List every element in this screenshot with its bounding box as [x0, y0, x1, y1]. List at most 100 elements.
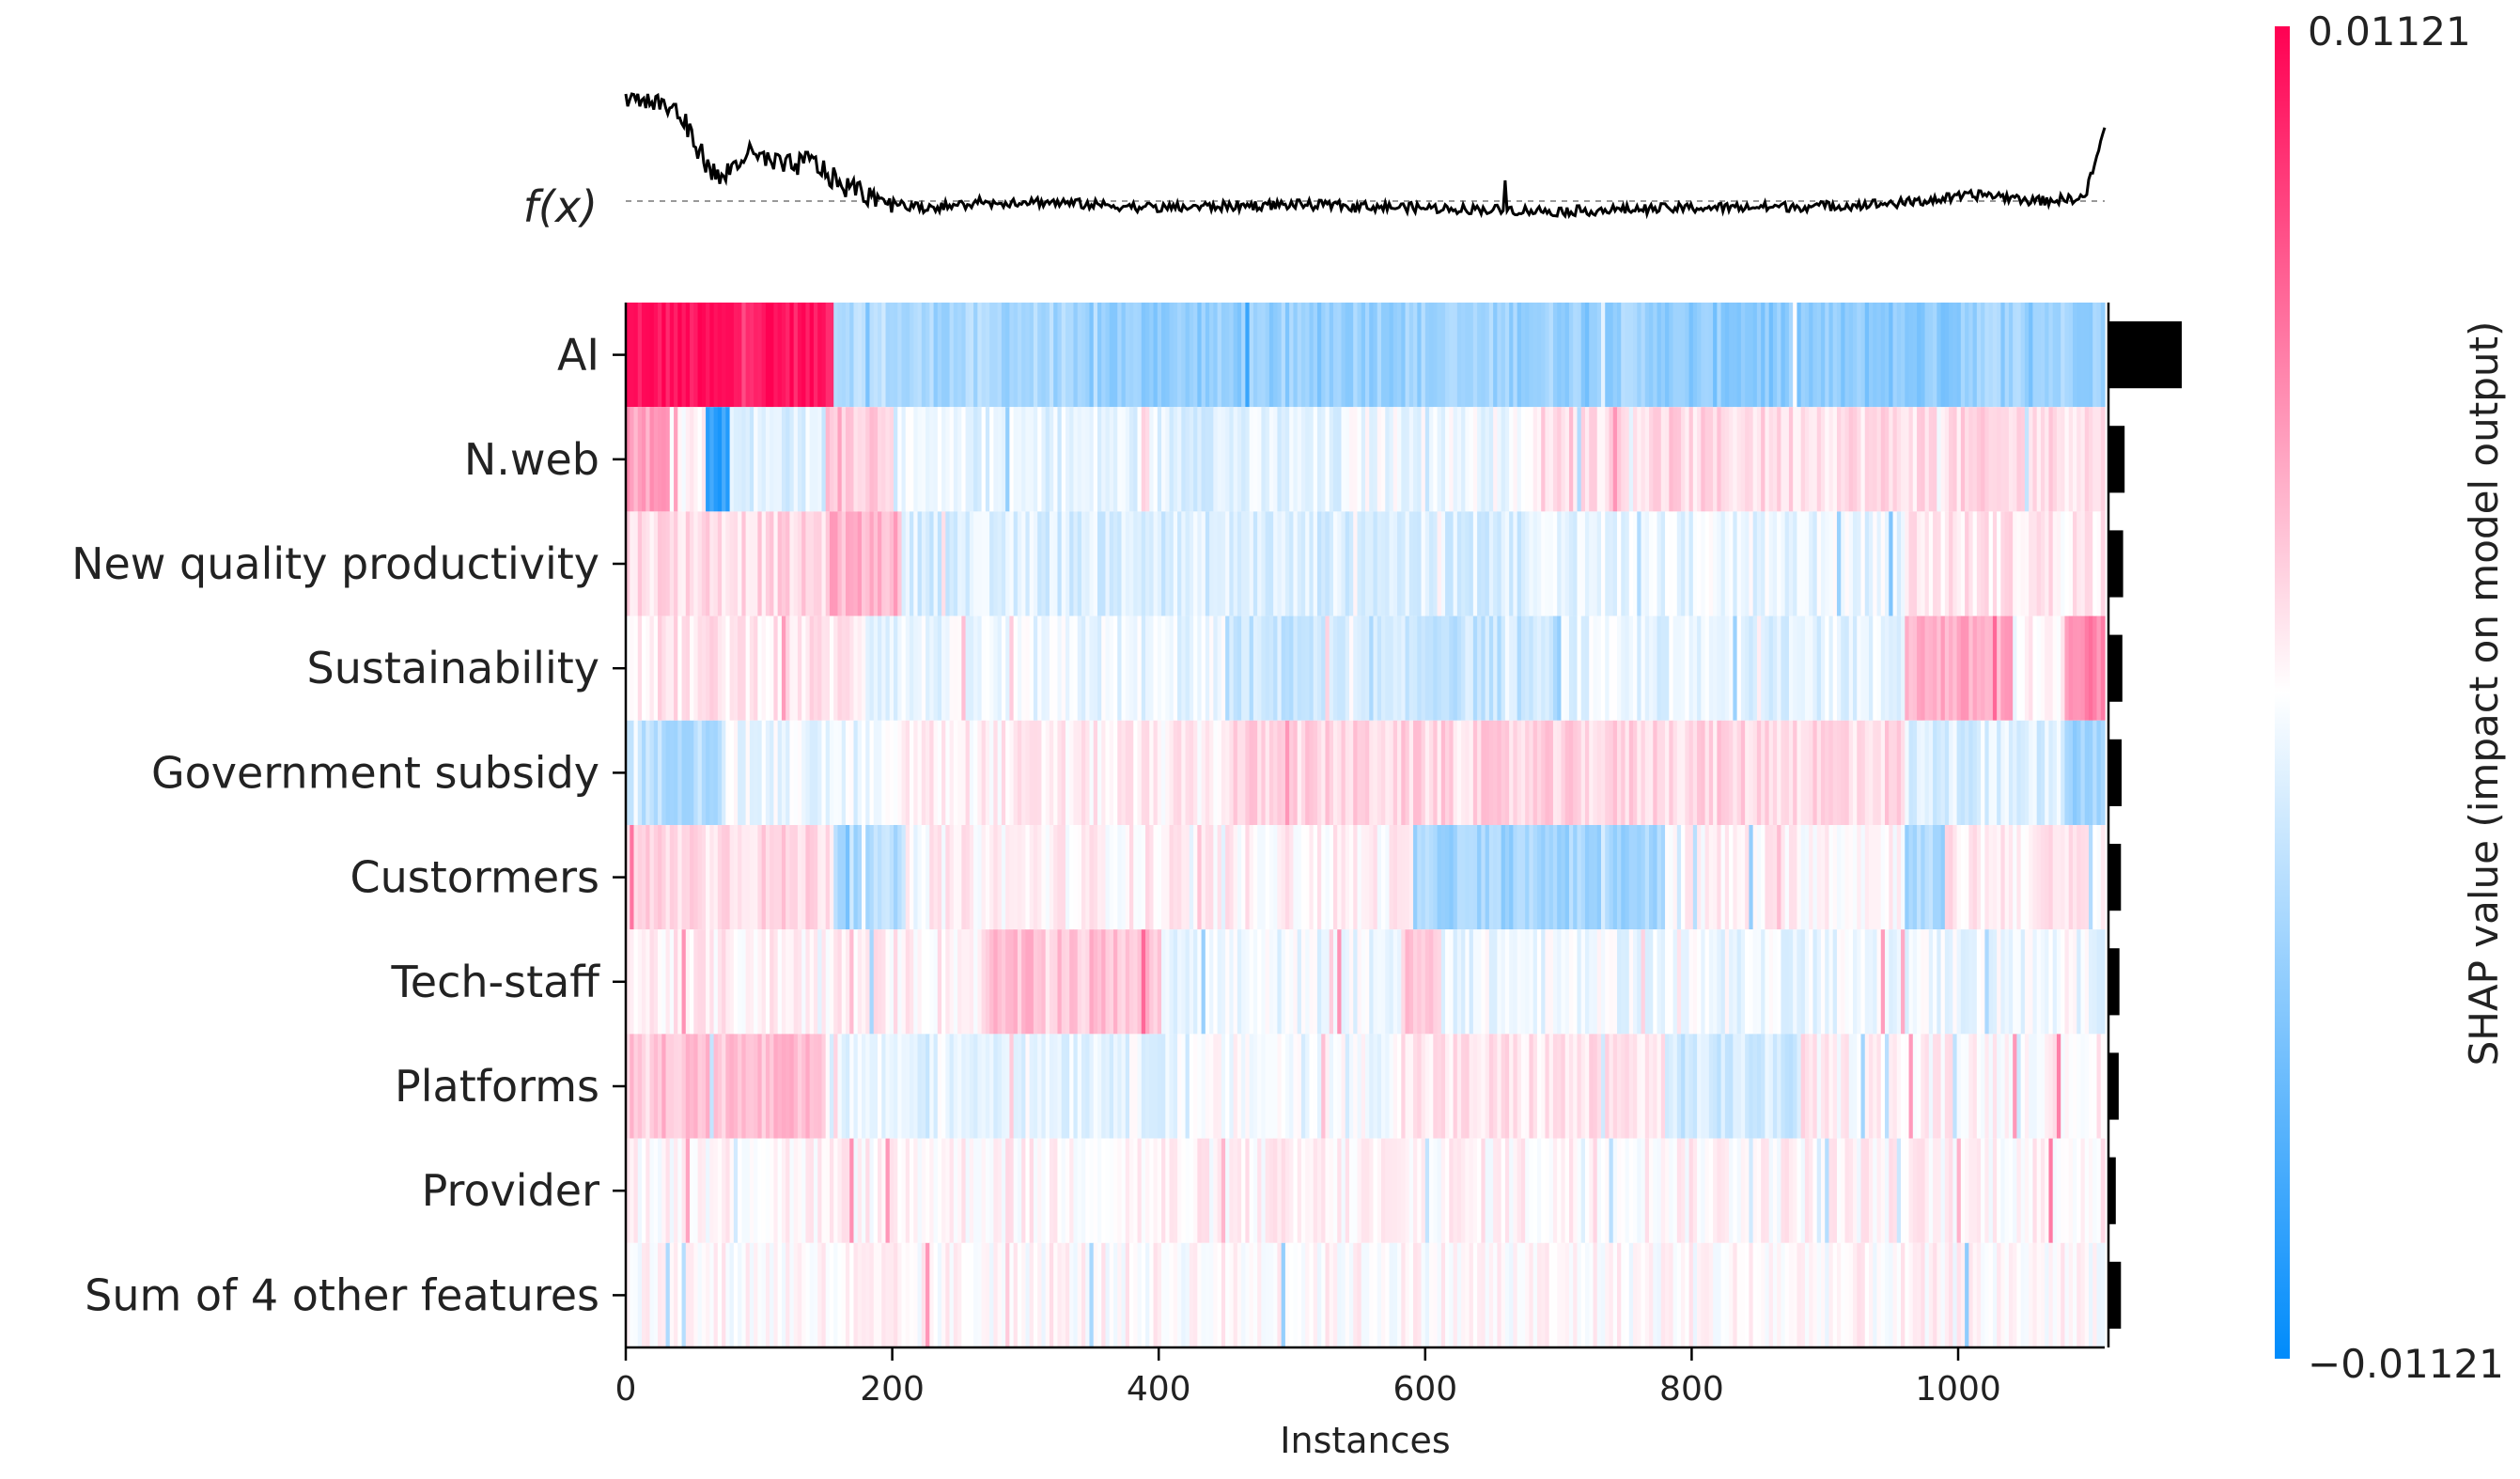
heatmap-cell [1233, 303, 1238, 408]
heatmap-cell [1013, 929, 1019, 1035]
heatmap-cell [1265, 615, 1270, 721]
heatmap-cell [1065, 825, 1070, 930]
heatmap-cell [2064, 1242, 2070, 1347]
heatmap-cell [2056, 720, 2061, 825]
heatmap-cell [1832, 1138, 1838, 1243]
heatmap-cell [1928, 407, 1934, 512]
heatmap-cell [1848, 1242, 1854, 1347]
heatmap-cell [646, 407, 651, 512]
heatmap-cell [881, 825, 887, 930]
heatmap-cell [789, 720, 795, 825]
heatmap-cell [1509, 929, 1514, 1035]
heatmap-cell [1112, 825, 1118, 930]
heatmap-cell [981, 615, 987, 721]
heatmap-cell [1225, 303, 1230, 408]
heatmap-cell [965, 303, 971, 408]
heatmap-cell [913, 1034, 919, 1139]
heatmap-cell [1073, 929, 1079, 1035]
heatmap-cell [1848, 929, 1854, 1035]
heatmap-cell [1337, 1242, 1343, 1347]
heatmap-cell [1905, 615, 1910, 721]
heatmap-cell [733, 407, 739, 512]
heatmap-cell [1341, 825, 1346, 930]
heatmap-cell [1397, 615, 1402, 721]
heatmap-cell [1720, 1138, 1726, 1243]
heatmap-cell [2004, 615, 2010, 721]
heatmap-cell [1145, 407, 1150, 512]
heatmap-cell [941, 407, 946, 512]
heatmap-cell [1101, 929, 1107, 1035]
heatmap-cell [725, 407, 731, 512]
heatmap-cell [1268, 1034, 1274, 1139]
heatmap-cell [1869, 1034, 1874, 1139]
heatmap-cell [626, 1138, 630, 1243]
heatmap-cell [1221, 929, 1226, 1035]
heatmap-cell [665, 929, 671, 1035]
heatmap-cell [1873, 615, 1878, 721]
heatmap-cell [1013, 615, 1019, 721]
heatmap-cell [1568, 1138, 1574, 1243]
heatmap-cell [725, 1242, 731, 1347]
heatmap-cell [1520, 303, 1526, 408]
heatmap-cell [1573, 1242, 1579, 1347]
heatmap-cell [729, 407, 735, 512]
heatmap-cell [1472, 303, 1478, 408]
heatmap-cell [1600, 407, 1606, 512]
heatmap-cell [789, 1138, 795, 1243]
heatmap-cell [1392, 720, 1398, 825]
heatmap-cell [1793, 1138, 1798, 1243]
heatmap-cell [1381, 929, 1386, 1035]
heatmap-cell [1701, 929, 1706, 1035]
heatmap-cell [1145, 1034, 1150, 1139]
heatmap-cell [813, 929, 818, 1035]
heatmap-cell [821, 511, 827, 616]
heatmap-cell [1245, 929, 1251, 1035]
heatmap-cell [1876, 1034, 1882, 1139]
heatmap-cell [1300, 511, 1306, 616]
heatmap-cell [1649, 1138, 1654, 1243]
heatmap-cell [1281, 1034, 1286, 1139]
heatmap-cell [1456, 929, 1462, 1035]
heatmap-cell [1181, 720, 1187, 825]
heatmap-cell [1952, 929, 1958, 1035]
heatmap-cell [1005, 825, 1010, 930]
heatmap-cell [1377, 303, 1382, 408]
heatmap-cell [1917, 825, 1921, 930]
heatmap-cell [1704, 720, 1710, 825]
heatmap-cell [1612, 825, 1618, 930]
heatmap-cell [1053, 511, 1059, 616]
heatmap-cell [853, 303, 859, 408]
heatmap-cell [2032, 929, 2038, 1035]
heatmap-cell [1892, 303, 1898, 408]
heatmap-cell [1548, 303, 1554, 408]
heatmap-cell [2061, 1242, 2066, 1347]
heatmap-cell [1353, 303, 1359, 408]
heatmap-cell [1025, 511, 1031, 616]
heatmap-cell [1844, 720, 1850, 825]
heatmap-cell [649, 615, 655, 721]
heatmap-cell [1009, 511, 1015, 616]
heatmap-cell [1981, 511, 1985, 616]
heatmap-cell [1365, 511, 1370, 616]
heatmap-cell [1968, 615, 1974, 721]
heatmap-cell [901, 720, 907, 825]
heatmap-cell [697, 825, 703, 930]
heatmap-cell [1513, 615, 1518, 721]
heatmap-cell [1497, 1034, 1502, 1139]
heatmap-cell [674, 615, 678, 721]
heatmap-cell [797, 1242, 802, 1347]
heatmap-cell [2045, 825, 2050, 930]
heatmap-cell [1541, 1034, 1547, 1139]
heatmap-cell [722, 929, 726, 1035]
heatmap-cell [801, 929, 807, 1035]
heatmap-cell [713, 1138, 719, 1243]
heatmap-cell [1392, 1034, 1398, 1139]
heatmap-cell [1933, 929, 1937, 1035]
heatmap-cell [1545, 1034, 1550, 1139]
heatmap-cell [1181, 1138, 1187, 1243]
heatmap-cell [1820, 407, 1826, 512]
heatmap-cell [1541, 1138, 1547, 1243]
heatmap-cell [1736, 511, 1742, 616]
heatmap-cell [1169, 511, 1174, 616]
heatmap-cell [829, 1138, 834, 1243]
